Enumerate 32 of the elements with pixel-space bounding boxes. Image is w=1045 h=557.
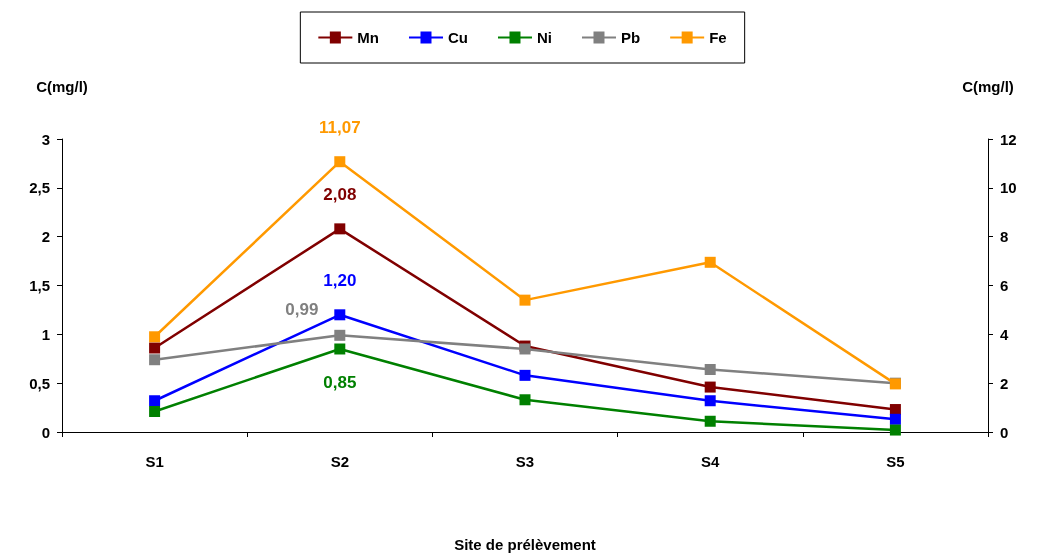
y2-axis-title: C(mg/l) [962,78,1014,95]
y-tick-label: 1,5 [29,277,50,294]
data-label: 0,85 [323,373,357,393]
data-label: 0,99 [285,299,319,319]
y-tick-label: 1 [41,325,50,343]
y-tick-label: 2 [41,228,50,246]
y2-tick-label: 8 [1000,228,1009,246]
x-tick-label: S1 [145,453,164,470]
y2-tick-label: 6 [1000,277,1009,294]
y2-tick-label: 0 [1000,423,1009,441]
legend-label: Pb [620,29,641,46]
legend-label: Fe [709,29,727,46]
x-tick-label: S3 [515,453,535,470]
x-tick-label: S2 [330,453,349,470]
x-tick-label: S4 [701,453,721,470]
legend-label: Mn [357,29,380,46]
data-label: 2,08 [323,185,357,205]
data-label: 11,07 [319,118,361,138]
y-tick-label: 0,5 [29,374,50,392]
data-label: 1,20 [323,271,357,291]
y-axis-title: C(mg/l) [36,78,88,95]
y-tick-label: 0 [41,423,50,441]
x-tick-label: S5 [886,453,905,470]
legend-label: Cu [448,29,468,46]
y2-tick-label: 12 [1000,130,1017,148]
y2-tick-label: 4 [1000,325,1009,343]
legend-label: Ni [536,29,552,46]
y2-tick-label: 10 [1000,179,1017,197]
y-tick-label: 2,5 [29,179,50,197]
y-tick-label: 3 [41,130,50,148]
y2-tick-label: 2 [1000,374,1009,392]
x-axis-title: Site de prélèvement [454,536,596,553]
